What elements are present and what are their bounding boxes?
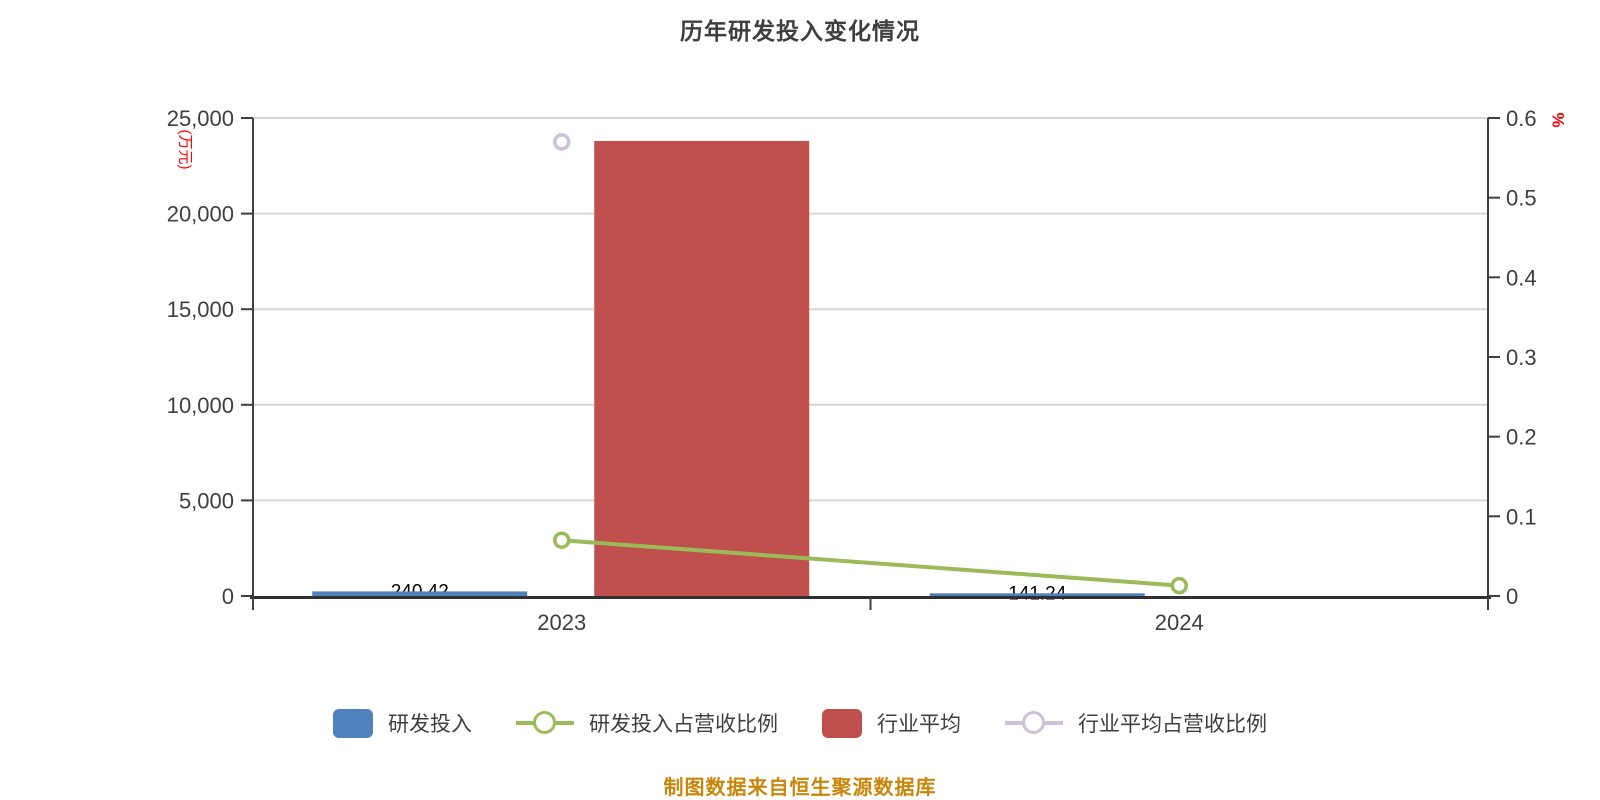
chart-title: 历年研发投入变化情况 (680, 18, 920, 44)
marker-研发投入占营收比例 (1170, 576, 1188, 595)
legend-label: 研发投入 (388, 713, 472, 736)
legend-label: 行业平均 (877, 713, 961, 736)
y-axis-right-tick-label: 0 (1506, 584, 1518, 609)
y-axis-left-tick-label: 15,000 (167, 297, 234, 322)
legend-marker-dot-icon (533, 711, 556, 734)
line-研发投入占营收比例 (561, 538, 1180, 588)
data-source-caption: 制图数据来自恒生聚源数据库 (663, 777, 937, 799)
legend-bar-swatch-icon (822, 708, 862, 738)
y-axis-right-tick-label: 0.5 (1506, 186, 1537, 211)
bar-研发投入 (929, 593, 1145, 596)
y-axis-left-tick-label: 0 (222, 584, 234, 609)
chart-legend: 研发投入 研发投入占营收比例 行业平均 行业平均占营收比例 (0, 701, 1600, 745)
y-axis-right-tick-label: 0.6 (1506, 106, 1537, 131)
legend-marker-dot-icon (1022, 711, 1045, 734)
legend-item: 研发投入占营收比例 (516, 708, 778, 738)
y-axis-left-tick-label: 20,000 (167, 202, 234, 227)
y-axis-left-tick-label: 25,000 (167, 106, 234, 131)
x-axis-category-label: 2024 (1155, 610, 1204, 635)
y-axis-right-tick-label: 0.1 (1506, 504, 1537, 529)
x-axis-category-label: 2023 (537, 610, 586, 635)
y-axis-right-tick-label: 0.2 (1506, 425, 1537, 450)
bar-行业平均 (594, 140, 810, 596)
marker-行业平均占营收比例 (553, 133, 571, 151)
legend-item: 行业平均占营收比例 (1005, 708, 1267, 738)
y-axis-right-tick-label: 0.3 (1506, 345, 1537, 370)
legend-item: 行业平均 (822, 708, 961, 738)
legend-bar-swatch-icon (333, 708, 373, 738)
bar-研发投入 (312, 591, 528, 596)
y-axis-left-tick-label: 10,000 (167, 393, 234, 418)
left-axis-unit-label: (万元) (176, 129, 194, 170)
legend-line-marker-icon (1005, 710, 1063, 736)
legend-label: 行业平均占营收比例 (1078, 713, 1267, 736)
legend-label: 研发投入占营收比例 (589, 713, 778, 736)
legend-line-marker-icon (516, 710, 574, 736)
y-axis-right-tick-label: 0.4 (1506, 265, 1537, 290)
legend-item: 研发投入 (333, 708, 472, 738)
marker-研发投入占营收比例 (553, 531, 571, 549)
right-axis-unit-label: % (1548, 112, 1568, 128)
y-axis-left-tick-label: 5,000 (179, 488, 234, 513)
